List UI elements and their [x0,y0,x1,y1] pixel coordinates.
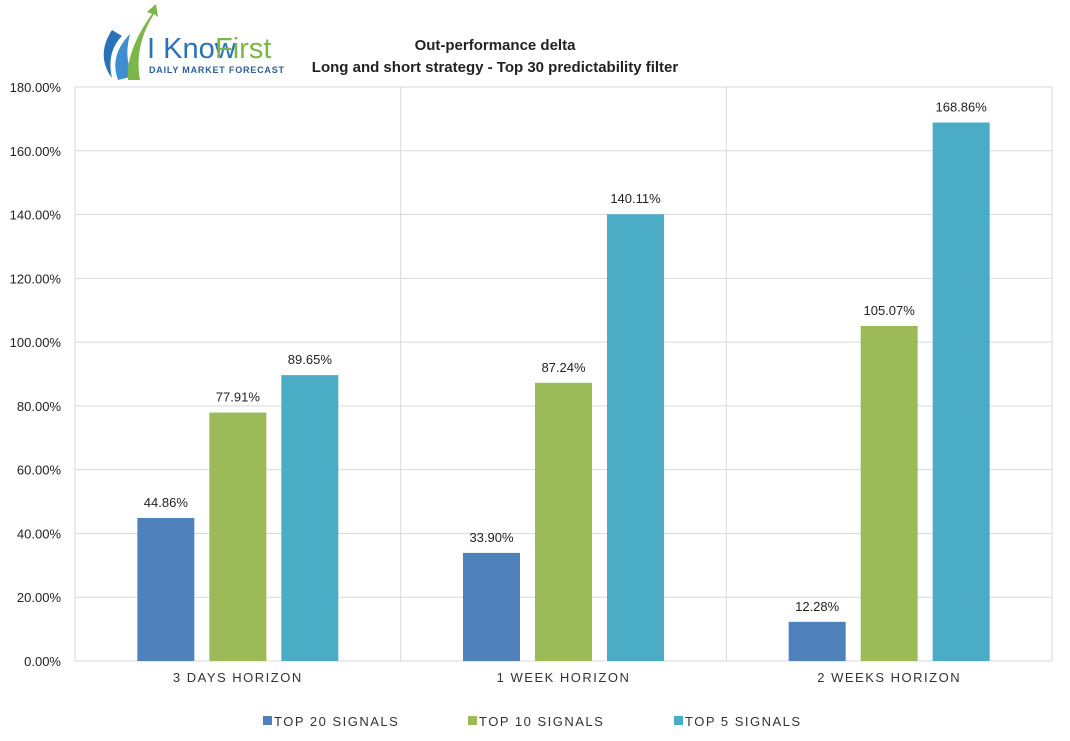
logo-brand-accent: First [215,33,271,65]
data-label: 44.86% [144,495,189,510]
data-label: 77.91% [216,390,261,405]
data-label: 168.86% [936,100,988,115]
x-tick-label: 1 WEEK HORIZON [497,670,631,685]
bar [209,412,267,661]
data-label: 87.24% [541,360,586,375]
logo-mark-icon [103,4,158,80]
data-label: 140.11% [610,191,661,206]
logo: I Know First Daily Market Forecast [103,4,285,80]
bar [463,552,520,661]
bar [788,621,846,661]
legend-label: TOP 10 SIGNALS [479,714,604,729]
legend-label: TOP 5 SIGNALS [685,714,802,729]
y-tick-label: 140.00% [10,208,62,223]
plot-area: 0.00% 20.00% 40.00% 60.00% 80.00% 100.00% 120.… [10,80,1053,685]
bar [932,122,990,661]
y-tick-label: 100.00% [10,335,62,350]
chart-title: Out-performance delta [415,37,577,54]
data-label: 12.28% [795,599,840,614]
y-tick-label: 80.00% [17,399,62,414]
data-label: 105.07% [864,303,916,318]
bar [607,214,664,661]
bar [535,382,592,661]
data-label: 33.90% [469,530,514,545]
logo-brand-main: I Know [147,33,237,65]
bar [137,517,195,661]
legend-swatch [468,716,477,725]
bar [860,325,918,661]
legend-label: TOP 20 SIGNALS [274,714,399,729]
legend-swatch [263,716,272,725]
y-tick-label: 60.00% [17,463,62,478]
legend: TOP 20 SIGNALS TOP 10 SIGNALS TOP 5 SIGNAL… [263,714,802,729]
y-tick-label: 40.00% [17,526,62,541]
y-tick-label: 20.00% [17,590,62,605]
y-tick-label: 160.00% [10,144,62,159]
y-tick-label: 0.00% [24,654,61,669]
legend-swatch [674,716,683,725]
data-label: 89.65% [288,352,333,367]
chart-subtitle: Long and short strategy - Top 30 predict… [312,59,679,76]
x-tick-label: 3 DAYS HORIZON [173,670,303,685]
bar [281,375,339,661]
x-tick-label: 2 WEEKS HORIZON [817,670,961,685]
y-tick-label: 120.00% [10,271,62,286]
y-tick-label: 180.00% [10,80,62,95]
logo-tagline: Daily Market Forecast [149,65,285,75]
